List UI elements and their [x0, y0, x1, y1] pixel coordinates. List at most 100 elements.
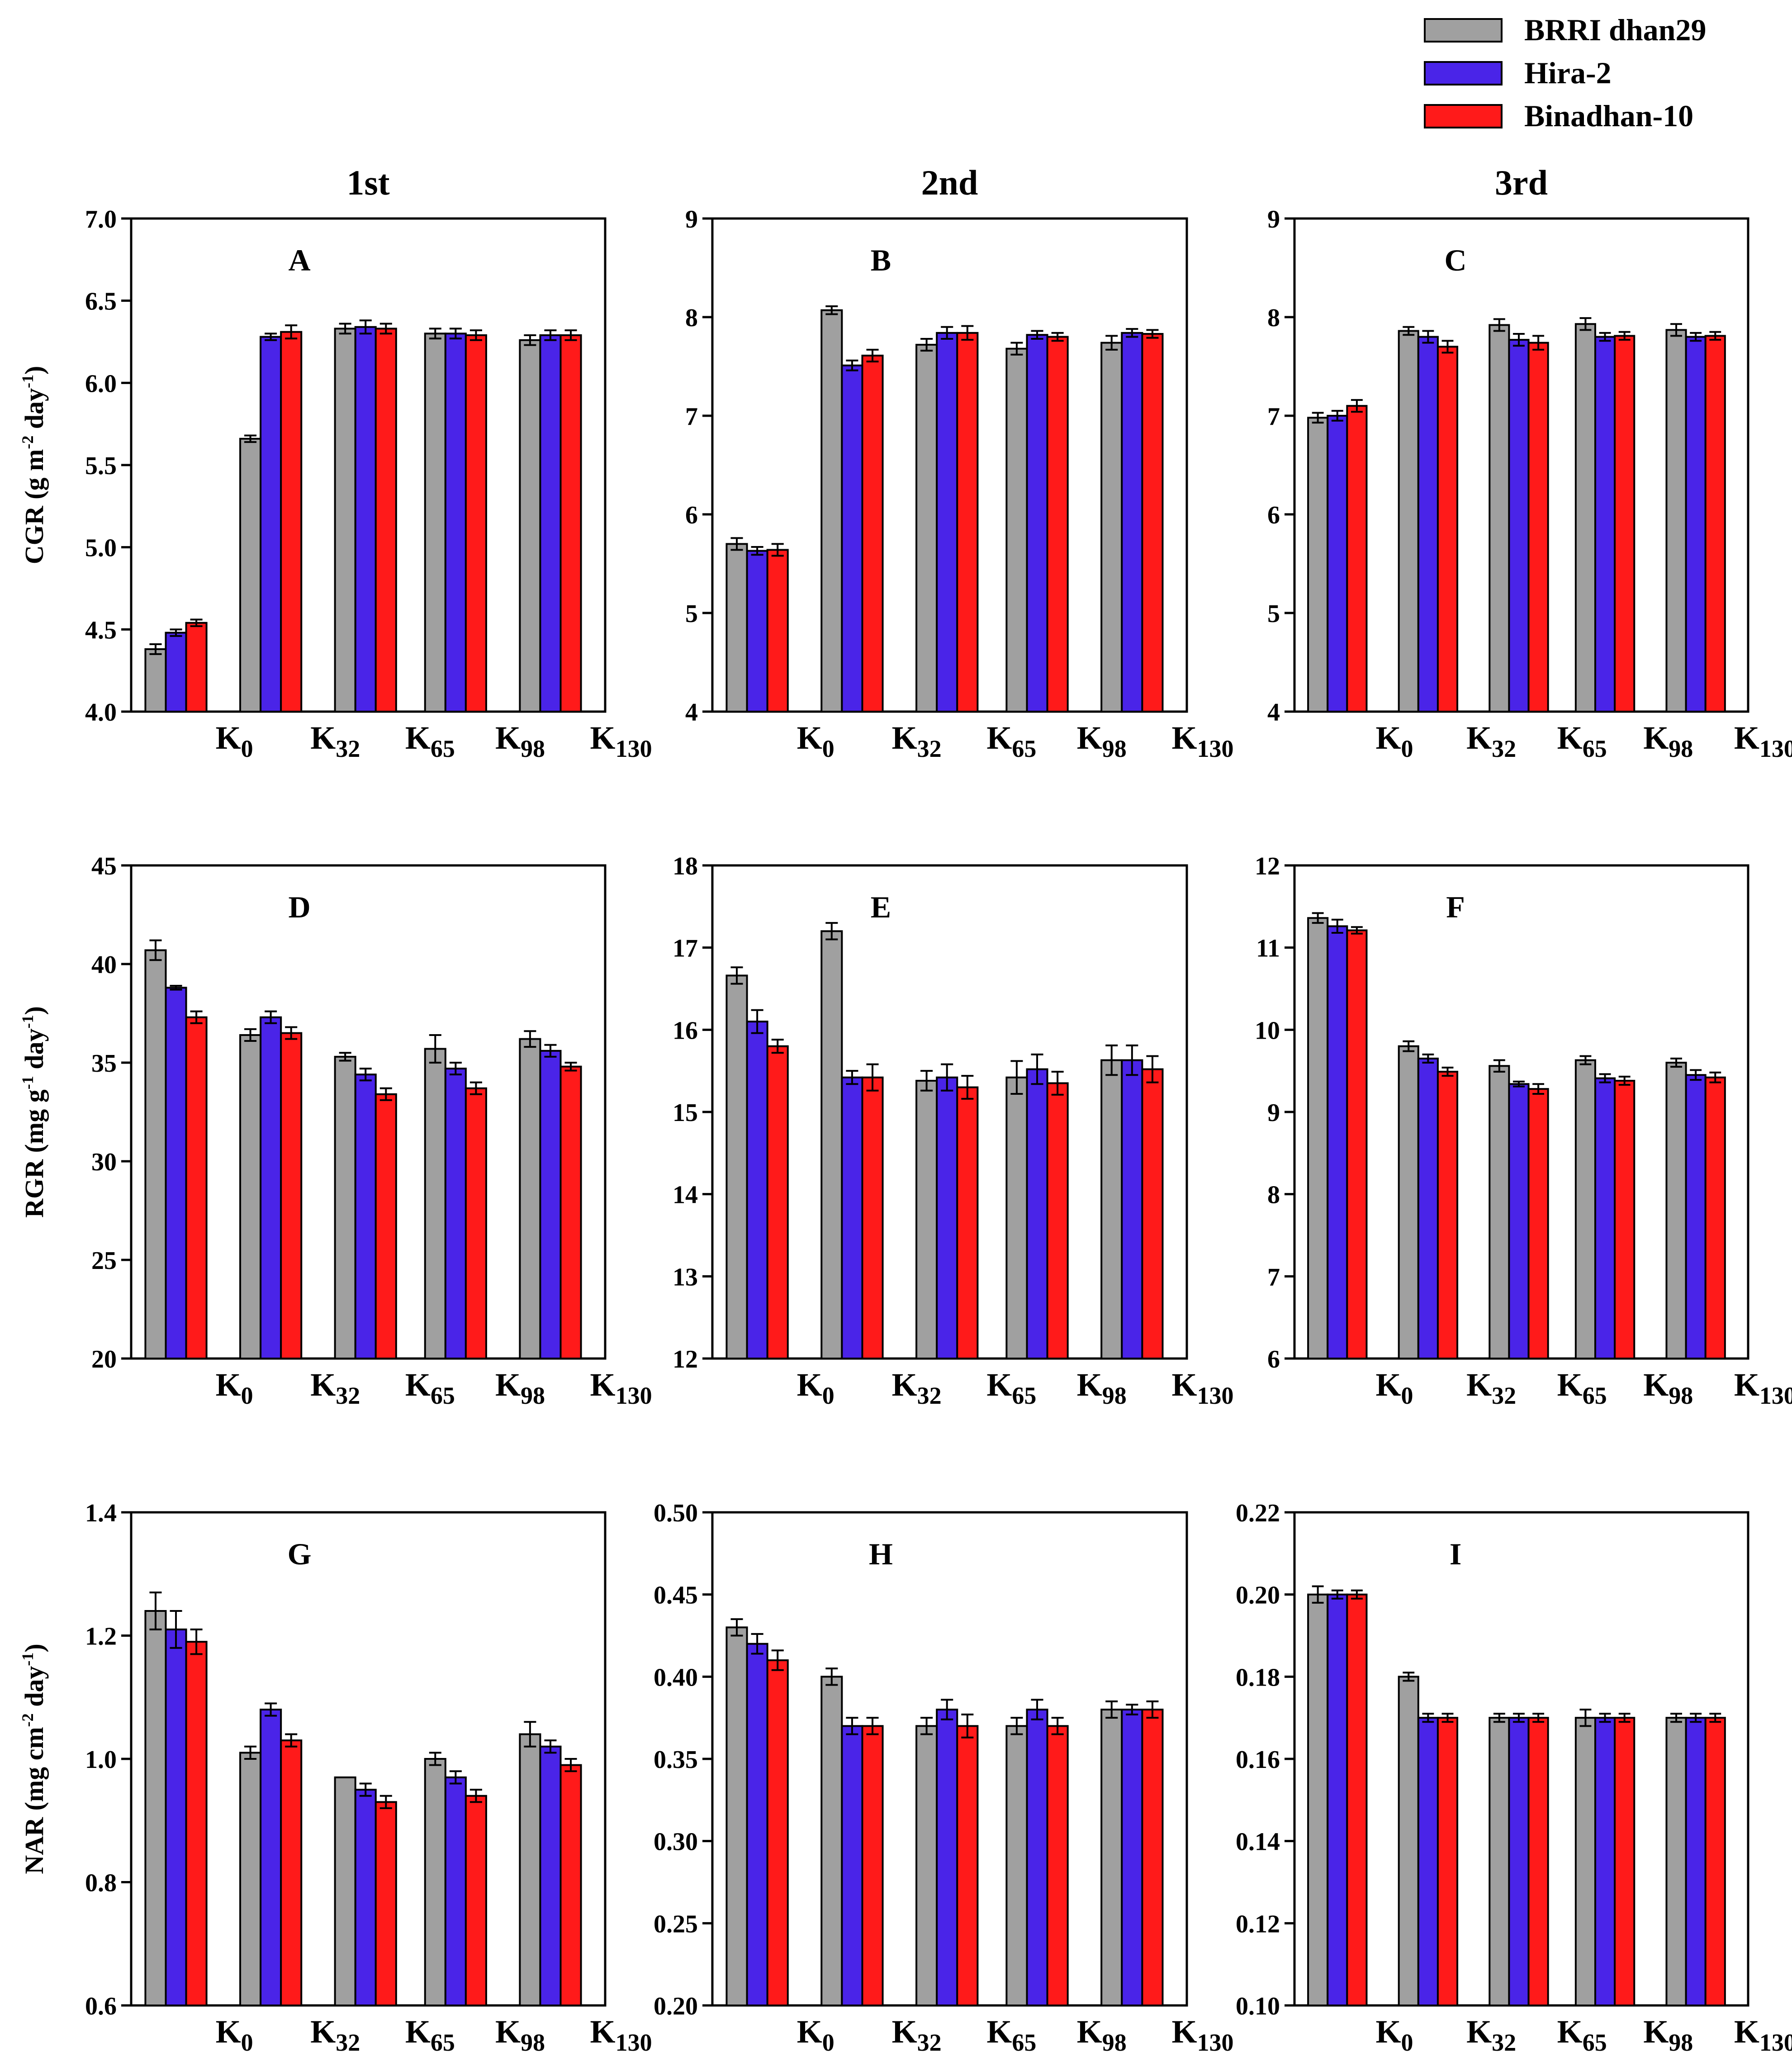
bar — [1307, 917, 1329, 1360]
category-sub: 32 — [336, 1382, 360, 1409]
bar — [1574, 323, 1596, 713]
category-sub: 0 — [822, 1382, 834, 1409]
x-category-label: K130 — [590, 2014, 652, 2056]
bar — [424, 1048, 446, 1359]
bar — [1704, 1717, 1726, 2007]
y-tick-label: 8 — [1267, 1181, 1280, 1209]
legend-swatch-1 — [1424, 61, 1503, 86]
bar — [1100, 342, 1123, 713]
legend-label-0: BRRI dhan29 — [1524, 13, 1707, 47]
y-tick-label: 0.20 — [1236, 1582, 1280, 1610]
bar — [725, 543, 748, 713]
y-tick-label: 0.10 — [1236, 1992, 1280, 2020]
bar — [746, 1021, 768, 1360]
y-tick-label: 7.0 — [85, 205, 117, 233]
panel-letter: C — [1445, 243, 1467, 277]
bar — [559, 334, 582, 713]
x-category-label: K65 — [986, 720, 1036, 762]
bar — [1508, 1083, 1530, 1360]
bar — [820, 930, 843, 1359]
bar — [766, 1045, 789, 1360]
category-sub: 0 — [241, 1382, 253, 1409]
bar — [539, 1745, 562, 2006]
category-main: K — [1077, 720, 1102, 756]
bar — [1327, 415, 1348, 713]
panel-letter: H — [869, 1537, 893, 1571]
category-main: K — [892, 2014, 917, 2050]
category-sub: 65 — [431, 1382, 455, 1409]
y-tick-label: 1.4 — [85, 1499, 117, 1527]
category-sub: 65 — [431, 735, 455, 762]
bar — [1327, 1593, 1348, 2007]
category-main: K — [590, 1367, 616, 1403]
bar — [936, 1709, 958, 2006]
ylabel-part-sup1: -1 — [19, 1076, 37, 1089]
bar — [144, 1610, 167, 2006]
category-main: K — [1466, 1367, 1492, 1403]
bar — [1100, 1059, 1123, 1360]
bar — [539, 334, 562, 713]
category-sub: 32 — [1492, 735, 1516, 762]
bar — [465, 334, 487, 713]
bar — [165, 987, 187, 1360]
bar — [915, 1725, 938, 2006]
bar — [1704, 1076, 1726, 1359]
bar — [1417, 336, 1439, 713]
y-tick-label: 5 — [1267, 600, 1280, 628]
y-tick-label: 4 — [1267, 698, 1280, 727]
category-sub: 130 — [1197, 735, 1234, 762]
bar — [559, 1065, 582, 1359]
y-tick-label: 12 — [673, 1345, 698, 1373]
bar — [1346, 1593, 1368, 2007]
category-main: K — [590, 2014, 616, 2050]
category-main: K — [1557, 720, 1583, 756]
legend-swatch-0 — [1424, 18, 1503, 43]
y-tick-label: 0.45 — [654, 1582, 698, 1610]
y-tick-label: 6.0 — [85, 370, 117, 398]
bar — [465, 1795, 487, 2006]
bar — [444, 1776, 467, 2006]
category-main: K — [1077, 1367, 1102, 1403]
category-main: K — [495, 720, 521, 756]
y-tick-label: 0.30 — [654, 1828, 698, 1856]
ylabel-part-sup1: -2 — [19, 1713, 37, 1727]
category-main: K — [1466, 720, 1492, 756]
bar — [424, 1758, 446, 2006]
category-main: K — [986, 1367, 1012, 1403]
bar — [956, 332, 979, 713]
bar — [1046, 1082, 1069, 1360]
category-sub: 65 — [1012, 1382, 1036, 1409]
bar — [1417, 1057, 1439, 1360]
y-tick-label: 15 — [673, 1099, 698, 1127]
x-category-label: K32 — [1466, 1367, 1516, 1409]
category-sub: 0 — [822, 735, 834, 762]
x-category-label: K65 — [1557, 2014, 1607, 2056]
bar — [144, 648, 167, 713]
category-main: K — [405, 2014, 431, 2050]
category-sub: 65 — [1583, 2029, 1607, 2056]
bar — [1489, 1065, 1510, 1359]
bar — [746, 1643, 768, 2007]
category-main: K — [892, 720, 917, 756]
category-main: K — [797, 2014, 822, 2050]
panel-letter: D — [288, 890, 310, 924]
bar — [334, 1055, 356, 1359]
bar — [239, 437, 262, 713]
bar — [725, 974, 748, 1359]
bar — [260, 1016, 282, 1359]
x-category-label: K130 — [590, 720, 652, 762]
category-sub: 65 — [1012, 2029, 1036, 2056]
category-sub: 98 — [1669, 2029, 1693, 2056]
category-main: K — [1375, 2014, 1401, 2050]
y-tick-label: 6 — [1267, 1345, 1280, 1373]
category-sub: 98 — [521, 1382, 545, 1409]
bar — [1614, 1079, 1636, 1359]
bar — [239, 1752, 262, 2006]
bar — [841, 364, 863, 713]
bar — [144, 949, 167, 1359]
bar — [354, 1789, 377, 2006]
category-sub: 65 — [1583, 1382, 1607, 1409]
